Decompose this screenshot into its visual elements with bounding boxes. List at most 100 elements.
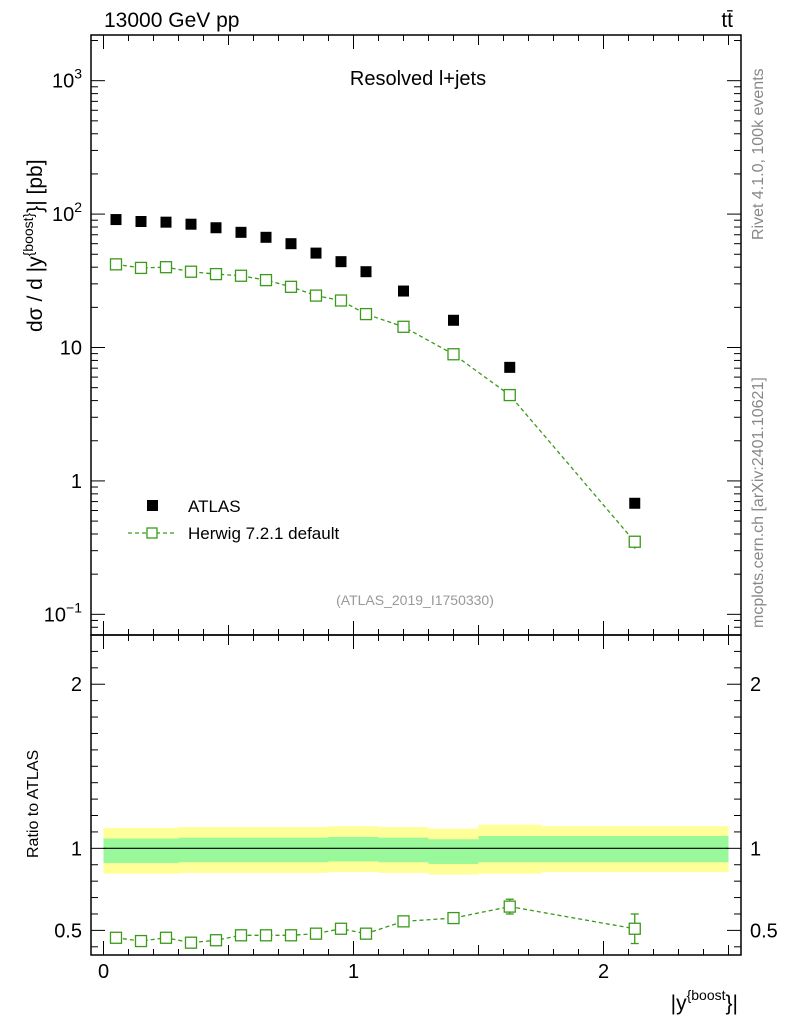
ratio-band-inner [278,837,304,863]
ratio-mc-point [259,929,273,942]
data-point [504,361,516,373]
data-point [185,218,197,230]
annotation: Resolved l+jets [350,68,486,90]
data-series [110,214,641,509]
data-point [135,216,147,228]
ratio-band-inner [103,838,129,864]
mc-point [259,273,273,287]
mc-point [447,348,460,361]
analysis-id: (ATLAS_2019_I1750330) [336,592,494,608]
data-point [335,256,347,268]
legend: ATLAS Herwig 7.2.1 default [128,497,339,543]
ratio-band-inner [428,839,479,864]
ratio-mc-series [109,898,641,949]
mc-point [109,258,123,271]
data-point [160,216,172,228]
main-y-tick-label: 102 [52,199,82,226]
main-y-label-base: dσ / d |y [24,256,47,332]
ratio-mc-point [628,922,641,935]
ratio-x-tick-label: 1 [348,961,359,983]
data-point [110,214,122,226]
ratio-mc-point [359,927,373,940]
process-label: tt̄ [721,9,733,32]
ratio-band-inner [128,838,154,864]
data-point [260,231,272,243]
ratio-mc-point [184,936,198,949]
data-point [448,314,459,326]
mc-point [309,289,323,302]
main-y-tick-label: 10 [60,338,82,360]
ratio-y-tick-labels: 0.5 0.5 1 1 2 2 [54,674,778,942]
ratio-band-inner [378,837,429,863]
ratio-band-inner [178,837,204,863]
ratio-mc-point [109,931,123,944]
mc-point [134,261,148,275]
mc-point [209,267,223,281]
ratio-band-inner [228,837,254,863]
ratio-ticks [91,635,741,955]
ratio-band-inner [303,837,329,863]
ratio-mc-point [159,931,173,944]
ratio-x-tick-label: 2 [598,961,609,983]
ratio-y-label: Ratio to ATLAS [25,750,42,858]
ratio-x-tick-labels: 0 1 2 [98,961,609,983]
mc-point [397,320,410,333]
mcplots-label: mcplots.cern.ch [arXiv:2401.10621] [750,377,767,628]
main-y-label-tail: }| [pb] [24,159,47,212]
ratio-x-tick-label: 0 [98,961,109,983]
data-point [398,285,409,297]
ratio-mc-point [234,929,248,942]
main-y-label-sup: {boost} [20,212,36,256]
ratio-bands [103,824,729,875]
data-point [360,266,372,278]
ratio-frame [90,634,742,956]
main-y-tick-labels: 10−1 1 10 102 103 [44,66,82,627]
data-point [235,226,247,238]
mc-point [503,388,516,402]
main-y-tick-label: 1 [71,471,82,493]
mc-point [284,280,298,293]
ratio-mc-point [284,929,298,942]
ratio-mc-point [447,911,460,925]
data-point [629,497,641,509]
ratio-mc-point [334,922,348,935]
data-point [310,247,322,259]
ratio-band-inner [203,837,229,863]
data-point [210,222,222,234]
main-ticks [91,35,741,636]
legend-mc-label: Herwig 7.2.1 default [188,524,339,543]
legend-data-label: ATLAS [188,497,241,516]
main-y-tick-label: 103 [52,66,82,93]
main-frame [90,34,742,636]
mc-point [234,269,248,282]
main-panel: 10−1 1 10 102 103 Resolved l+jets dσ / d |y{… [20,34,742,636]
ratio-mc-point [397,915,410,928]
ratio-y-tick-label-right: 2 [750,674,761,696]
ratio-x-label: |y{boost}| [671,987,738,1015]
rivet-label: Rivet 4.1.0, 100k events [750,68,767,240]
ratio-band-inner [353,836,379,862]
legend-mc-marker [146,527,158,539]
ratio-panel: 0.5 0.5 1 1 2 2 0 1 2 Ratio to ATLAS |y{boost}| [25,634,778,1015]
energy-label: 13000 GeV pp [104,9,239,32]
main-y-label: dσ / d |y{boost}}| [pb] [20,159,47,332]
main-y-tick-label: 10−1 [44,599,82,626]
ratio-mc-point [309,927,323,940]
mc-point [159,261,173,274]
ratio-y-tick-label-right: 1 [750,838,761,860]
ratio-band-inner [478,836,541,863]
mc-point [334,294,348,307]
ratio-band-inner [153,838,179,864]
data-point [285,238,297,250]
ratio-mc-point [134,934,148,948]
ratio-band-inner [541,836,729,863]
ratio-x-label-sup: {boost [687,987,726,1003]
mc-point [184,265,198,278]
ratio-y-tick-label-right: 0.5 [750,920,778,942]
mc-series [109,258,641,549]
ratio-x-label-base: |y [671,992,687,1015]
ratio-y-tick-label: 0.5 [54,920,82,942]
ratio-band-inner [328,836,354,862]
mc-point [628,535,641,548]
